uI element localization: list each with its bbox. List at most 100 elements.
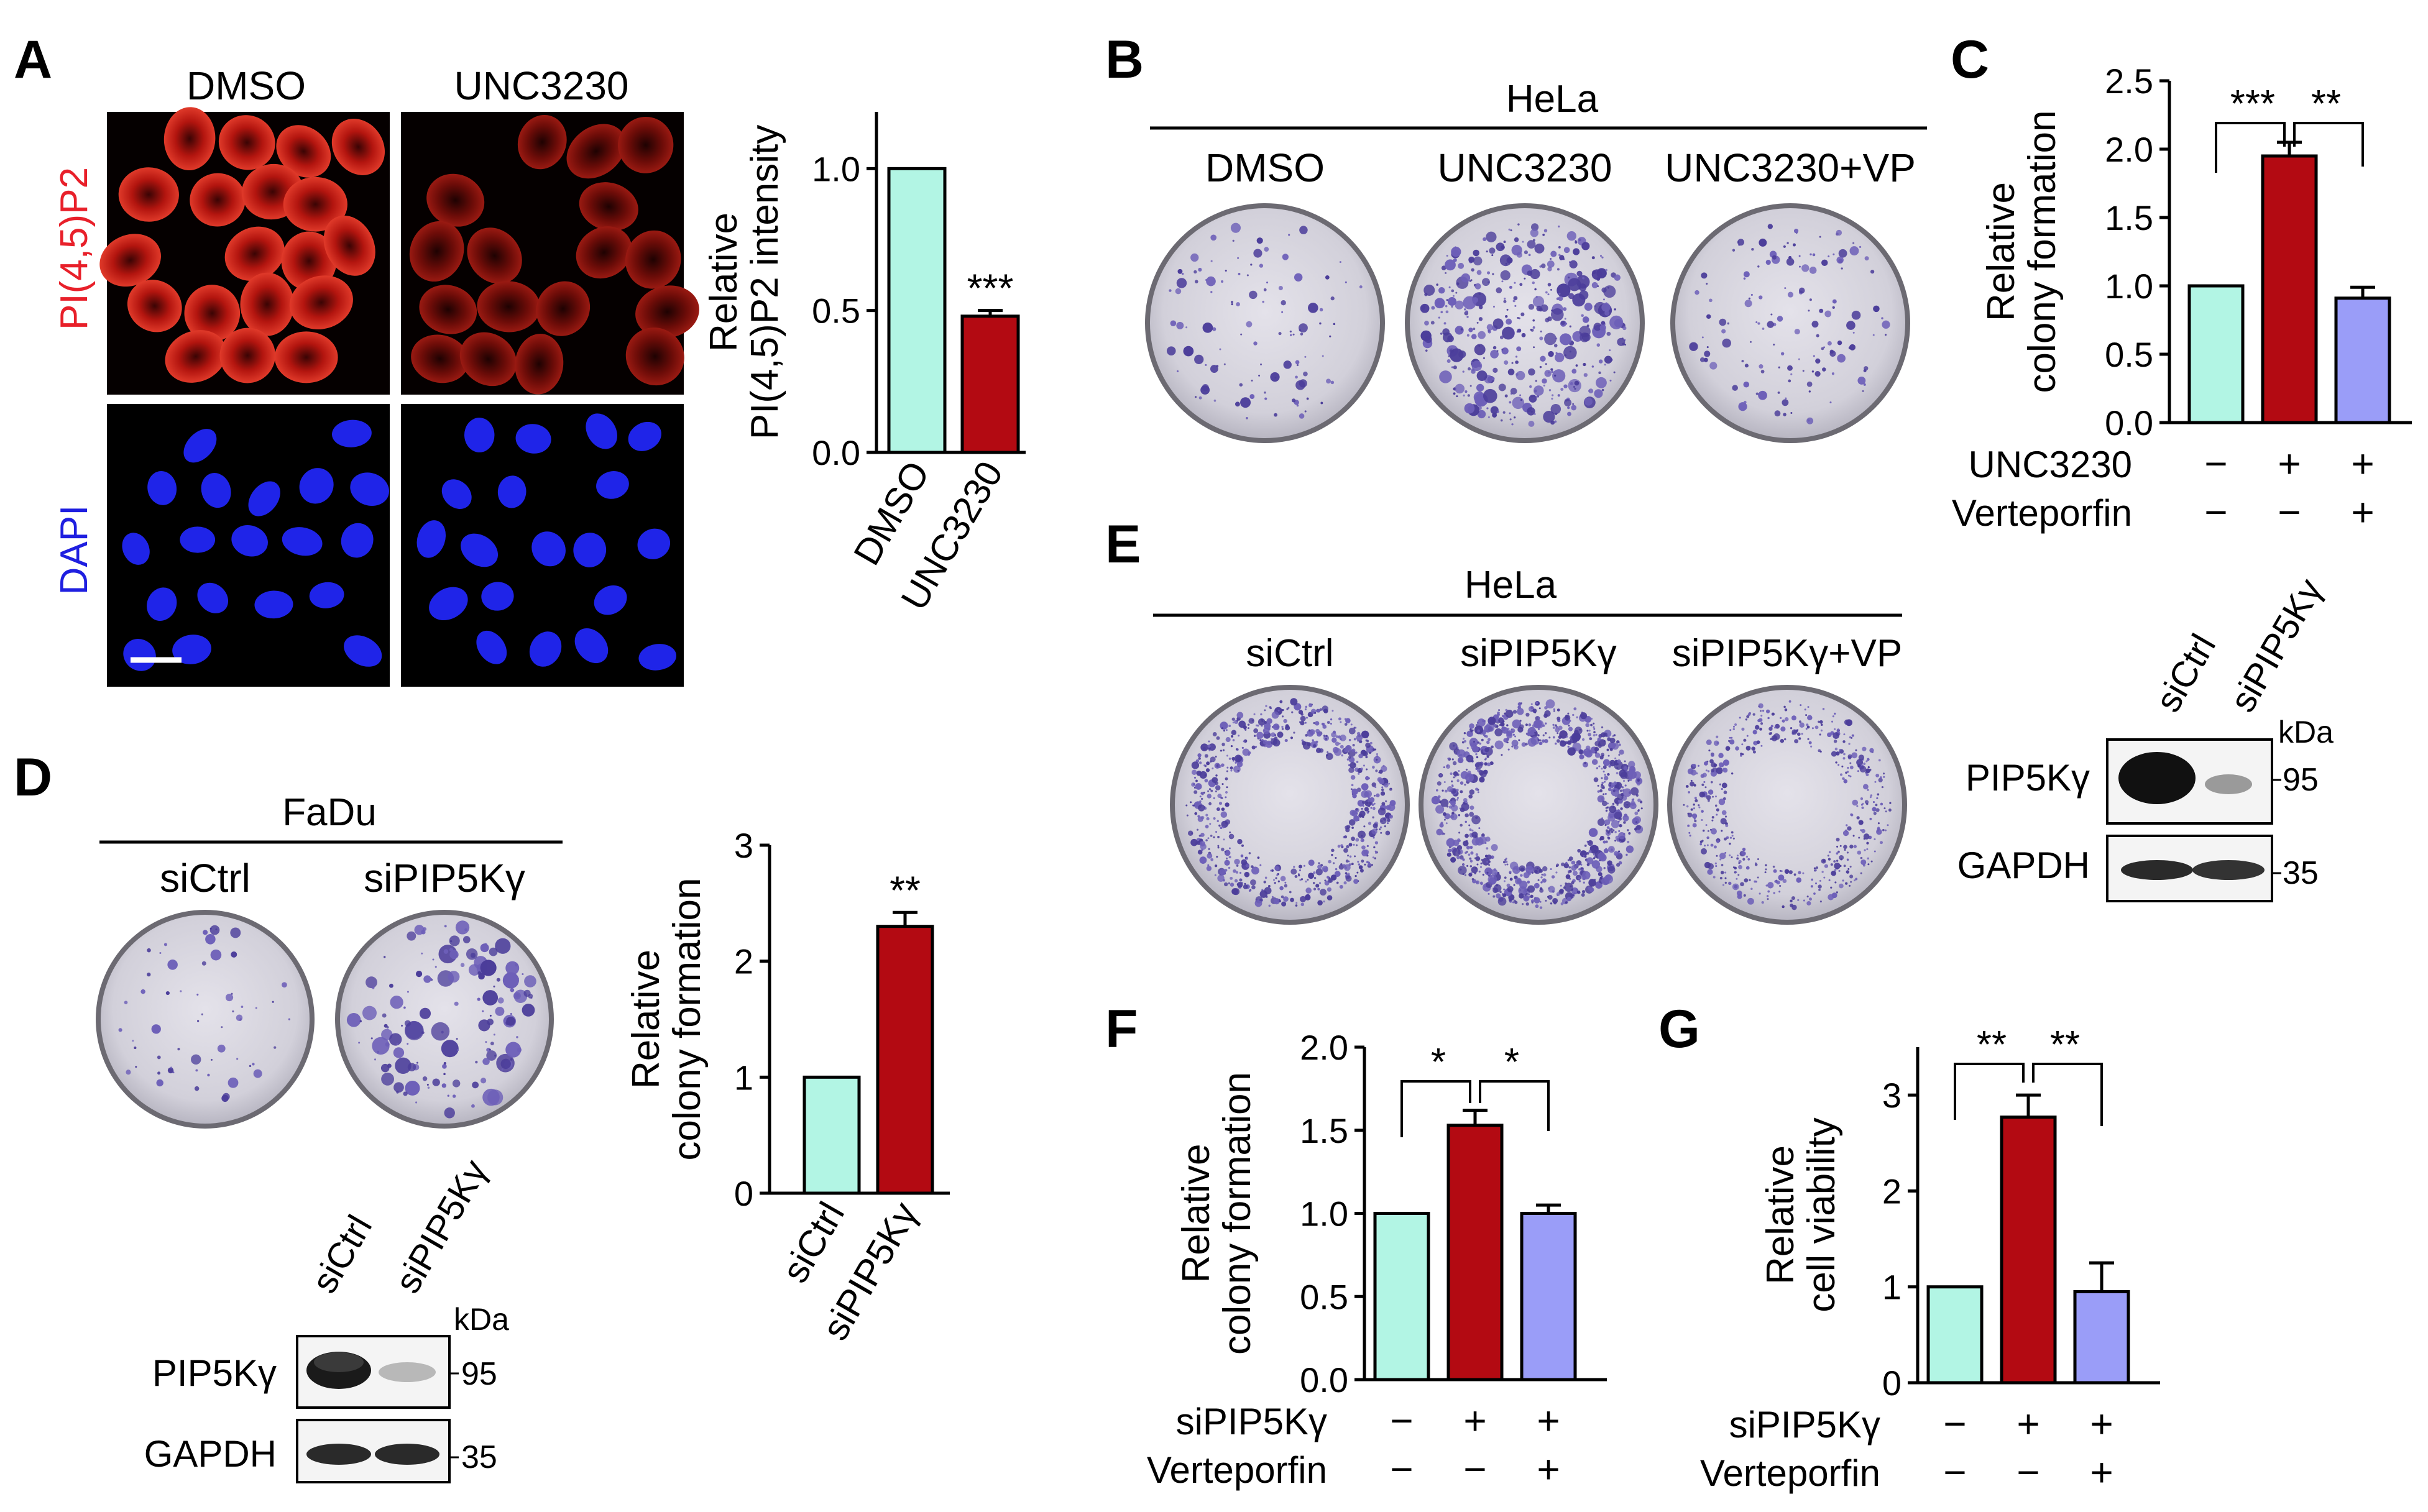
colony [1867, 857, 1869, 860]
colony [1852, 331, 1855, 334]
colony [1476, 863, 1479, 866]
colony [1547, 316, 1552, 322]
colony [124, 1001, 128, 1004]
colony [1547, 896, 1550, 898]
colony [475, 1060, 478, 1064]
y-tick-label: 3 [1882, 1076, 1901, 1115]
colony [1291, 711, 1294, 713]
colony [1532, 281, 1535, 285]
colony [374, 1058, 377, 1061]
colony [1627, 840, 1630, 843]
y-tick-label: 1.0 [1300, 1194, 1348, 1234]
colony [1610, 828, 1613, 831]
nucleus [416, 520, 446, 558]
colony [1550, 420, 1555, 425]
colony [1465, 768, 1468, 771]
colony [1836, 859, 1839, 862]
colony [1635, 821, 1638, 823]
colony [1708, 749, 1711, 752]
colony [1714, 804, 1718, 807]
colony [1194, 812, 1198, 815]
colony [1270, 372, 1280, 382]
colony [1484, 885, 1486, 888]
colony [1566, 897, 1571, 902]
colony [1881, 317, 1883, 319]
colony [1697, 764, 1700, 767]
colony [252, 1063, 255, 1066]
colony [1308, 714, 1311, 717]
colony [1385, 830, 1391, 836]
colony [1598, 872, 1603, 877]
colony [1601, 256, 1604, 259]
y-axis-label: cell viability [1800, 1117, 1843, 1313]
colony [1819, 720, 1823, 724]
colony [1722, 767, 1725, 770]
dish-e-sipip5k [1419, 685, 1658, 925]
colony [1788, 700, 1791, 703]
colony [1342, 864, 1346, 868]
colony [1476, 398, 1484, 406]
colony [288, 1018, 291, 1020]
colony [1199, 771, 1207, 779]
colony [1703, 357, 1708, 362]
colony [1571, 732, 1581, 742]
colony [1253, 249, 1262, 258]
colony [1292, 333, 1295, 336]
colony [1225, 729, 1228, 731]
colony [1732, 728, 1735, 730]
colony [1863, 833, 1870, 840]
colony [203, 930, 208, 935]
colony [223, 1093, 230, 1101]
colony [1254, 899, 1262, 907]
colony [1487, 738, 1491, 741]
colony [201, 1013, 203, 1015]
colony [1819, 900, 1822, 903]
colony [1595, 733, 1598, 736]
colony [1709, 362, 1718, 370]
colony [1612, 802, 1615, 805]
colony [1308, 859, 1315, 866]
nucleus [299, 468, 334, 504]
colony [1860, 872, 1862, 874]
colony [1471, 361, 1473, 364]
colony [493, 985, 495, 987]
colony [1609, 784, 1611, 787]
colony [1308, 303, 1318, 313]
colony [1205, 364, 1207, 366]
colony [1246, 416, 1248, 419]
colony [1368, 863, 1371, 867]
colony [1572, 713, 1575, 717]
colony [1557, 739, 1560, 743]
cell [576, 226, 632, 279]
colony [403, 1091, 408, 1096]
colony [1745, 855, 1749, 858]
colony [1338, 717, 1341, 721]
colony [1229, 831, 1231, 833]
colony [1228, 882, 1230, 884]
colony [1716, 767, 1723, 774]
colony [1530, 223, 1539, 231]
colony [1200, 743, 1208, 751]
colony [1576, 270, 1583, 277]
colony [1721, 329, 1726, 334]
dish-label-sictrl-e: siCtrl [1246, 632, 1333, 675]
colony [1483, 733, 1485, 736]
colony [1374, 786, 1377, 789]
colony [1205, 839, 1208, 841]
colony [1790, 373, 1793, 375]
colony [1573, 894, 1575, 897]
colony [1751, 746, 1755, 751]
colony [1462, 858, 1465, 861]
colony [1883, 807, 1886, 810]
colony [1317, 900, 1323, 905]
colony [1848, 743, 1851, 745]
colony [1530, 703, 1533, 705]
colony [1368, 800, 1370, 802]
colony [1475, 880, 1480, 885]
colony [1520, 312, 1525, 316]
colony [1616, 767, 1619, 769]
colony [1828, 879, 1831, 881]
colony [1445, 259, 1456, 271]
colony [1468, 853, 1471, 856]
colony [1210, 835, 1213, 837]
